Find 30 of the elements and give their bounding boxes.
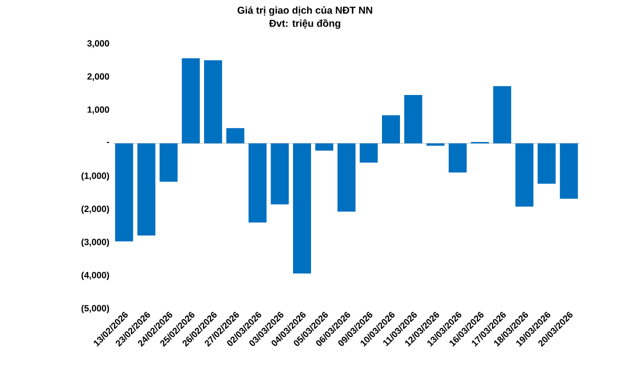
bar [226, 128, 244, 144]
bar [404, 95, 422, 144]
y-tick-label: (2,000) [82, 205, 110, 214]
y-tick-label: 3,000 [87, 40, 110, 48]
bar [204, 60, 222, 144]
y-tick-label: (5,000) [82, 304, 110, 314]
bar [493, 86, 512, 144]
bar [115, 143, 134, 242]
bar [293, 143, 312, 274]
bar [448, 143, 467, 173]
y-tick-label: (3,000) [82, 238, 110, 247]
chart-title: Giá trị giao dịch của NĐT NN [238, 6, 372, 16]
bar [137, 143, 156, 236]
y-tick-label: (1,000) [82, 172, 110, 181]
bar [538, 143, 556, 184]
bar [360, 143, 378, 163]
bar [338, 143, 356, 212]
bar [315, 143, 334, 151]
bar [182, 58, 200, 144]
y-tick-label: 1,000 [88, 106, 110, 114]
y-tick-label: (4,000) [82, 272, 110, 280]
bar [560, 143, 578, 199]
chart-subtitle: Đvt: triệu đồng [269, 19, 340, 29]
bar [160, 143, 178, 182]
bar [382, 115, 400, 144]
bar [270, 143, 289, 204]
y-tick-label: - [106, 142, 110, 144]
bar [248, 143, 267, 223]
bar [515, 143, 534, 207]
y-tick-label: 2,000 [87, 73, 110, 81]
